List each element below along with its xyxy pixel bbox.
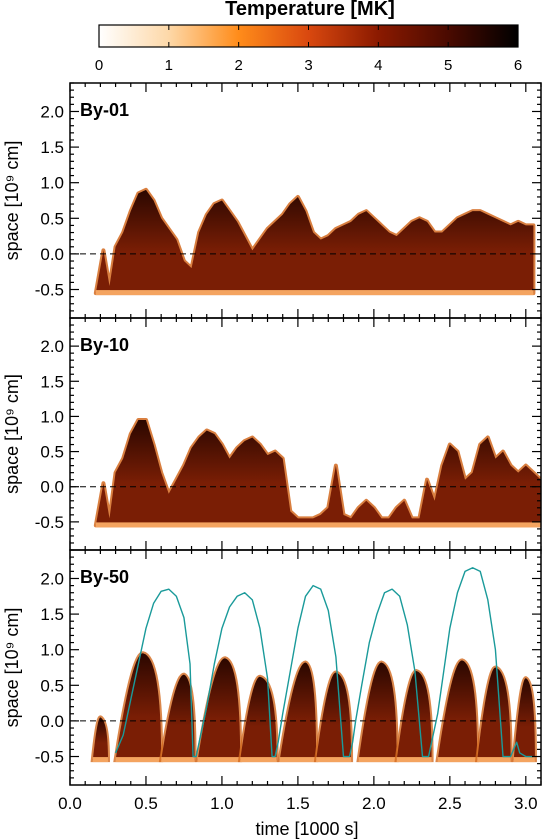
panel-frame: [69, 549, 542, 786]
hot-burst: [240, 676, 277, 761]
burst-footpoint: [437, 757, 478, 763]
panel-title: By-01: [80, 100, 129, 120]
loop-length-line: [114, 567, 534, 758]
y-tick-label: 0.5: [40, 443, 64, 462]
y-tick-label: -0.5: [35, 748, 64, 767]
colorbar-tick-label: 5: [444, 57, 452, 74]
burst-footpoint: [92, 757, 108, 763]
hot-burst: [437, 660, 478, 761]
panel-by-01: -0.5 0.0 0.5 1.0 1.5 2.0 By-01 space [10⁹ cm]: [2, 82, 542, 319]
colorbar-tick-label: 2: [234, 57, 242, 74]
y-tick-label: 1.0: [40, 641, 64, 660]
x-axis-label: time [1000 s]: [255, 819, 358, 839]
plot-area: [70, 187, 541, 296]
x-tick-label: 2.5: [438, 794, 462, 813]
y-tick-label: 0.0: [40, 245, 64, 264]
y-tick-label: 0.0: [40, 478, 64, 497]
x-tick-label: 2.0: [362, 794, 386, 813]
x-tick-label: 1.0: [210, 794, 234, 813]
burst-footpoint: [513, 757, 535, 763]
burst-footpoint: [161, 757, 195, 763]
x-tick-label: 1.5: [286, 794, 310, 813]
hot-region: [95, 419, 541, 526]
hot-burst: [92, 717, 108, 761]
hot-region: [95, 189, 534, 294]
y-axis-label: space [10⁹ cm]: [2, 141, 22, 261]
panel-by-50: -0.5 0.0 0.5 1.0 1.5 2.0 0.0 0.5 1.0 1.5 2.0 2.5 3.0…: [2, 549, 542, 813]
colorbar-tick-label: 0: [95, 57, 103, 74]
y-tick-label: 1.5: [40, 372, 64, 391]
plot-area: [70, 417, 541, 528]
colorbar-tick-label: 4: [374, 57, 382, 74]
y-tick-label: -0.5: [35, 513, 64, 532]
burst-footpoint: [240, 757, 277, 763]
y-tick-label: 0.5: [40, 676, 64, 695]
y-tick-label: 0.5: [40, 209, 64, 228]
y-tick-label: 1.5: [40, 138, 64, 157]
x-tick-label: 0.5: [134, 794, 158, 813]
hot-burst: [396, 671, 432, 761]
footpoint-band: [95, 522, 541, 528]
hot-burst: [115, 653, 162, 761]
burst-footpoint: [358, 757, 397, 763]
y-tick-label: 2.0: [40, 569, 64, 588]
hot-burst: [513, 678, 535, 761]
burst-footpoint: [396, 757, 432, 763]
footpoint-band: [95, 290, 534, 296]
colorbar-tick-label: 3: [304, 57, 312, 74]
hot-burst: [197, 658, 241, 761]
colorbar-tick-label: 1: [165, 57, 173, 74]
panel-title: By-10: [80, 335, 129, 355]
hot-burst: [279, 662, 317, 761]
y-tick-label: -0.5: [35, 281, 64, 300]
y-tick-label: 0.0: [40, 712, 64, 731]
panel-by-10: -0.5 0.0 0.5 1.0 1.5 2.0 By-10 space [10⁹ cm]: [2, 317, 542, 551]
hot-burst: [161, 674, 195, 761]
colorbar-title: Temperature [MK]: [225, 0, 395, 20]
y-tick-label: 2.0: [40, 102, 64, 121]
burst-footpoint: [477, 757, 511, 763]
y-tick-label: 1.5: [40, 605, 64, 624]
x-tick-label: 0.0: [58, 794, 82, 813]
hot-burst: [358, 662, 397, 761]
plot-area: [70, 567, 541, 763]
y-tick-label: 1.0: [40, 407, 64, 426]
y-tick-label: 1.0: [40, 174, 64, 193]
burst-footpoint: [197, 757, 241, 763]
y-axis-label: space [10⁹ cm]: [2, 374, 22, 494]
y-axis-label: space [10⁹ cm]: [2, 608, 22, 728]
panel-title: By-50: [80, 567, 129, 587]
y-tick-label: 2.0: [40, 337, 64, 356]
burst-footpoint: [279, 757, 317, 763]
colorbar: Temperature [MK] 0 1 2 3 4 5 6: [95, 0, 522, 74]
burst-footpoint: [115, 757, 162, 763]
colorbar-tick-label: 6: [514, 57, 522, 74]
colorbar-ticks: 0 1 2 3 4 5 6: [95, 25, 522, 74]
x-tick-label: 3.0: [514, 794, 538, 813]
burst-footpoint: [316, 757, 352, 763]
